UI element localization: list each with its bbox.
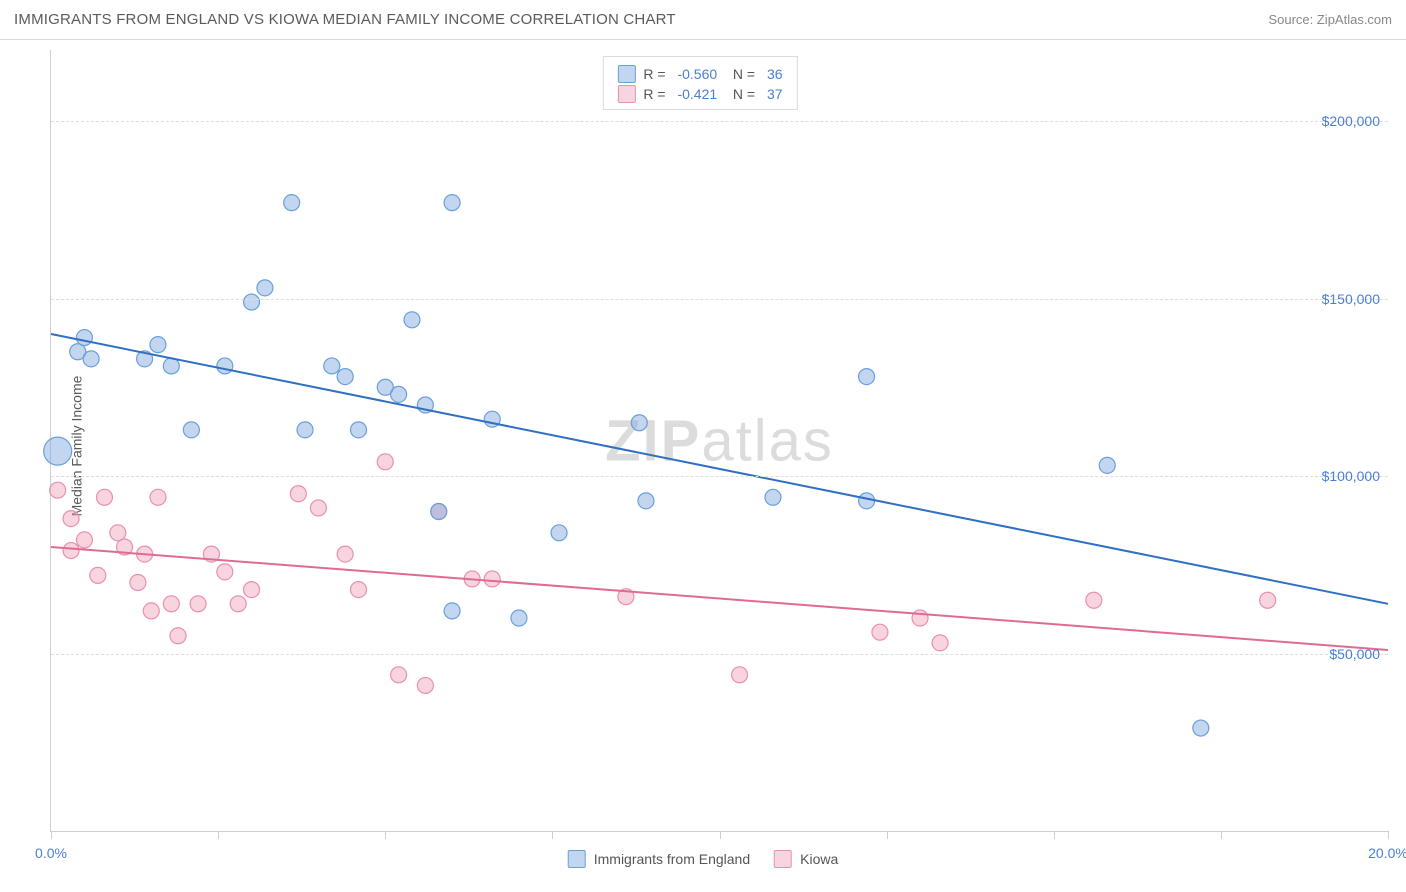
legend-series-name: Kiowa — [800, 851, 838, 867]
scatter-point — [337, 546, 353, 562]
scatter-point — [417, 677, 433, 693]
scatter-point — [1099, 457, 1115, 473]
scatter-point — [912, 610, 928, 626]
scatter-point — [431, 504, 447, 520]
legend-item: Immigrants from England — [568, 850, 750, 868]
plot-svg — [51, 50, 1388, 831]
scatter-point — [44, 437, 72, 465]
scatter-point — [230, 596, 246, 612]
chart-title: IMMIGRANTS FROM ENGLAND VS KIOWA MEDIAN … — [14, 11, 676, 28]
scatter-point — [310, 500, 326, 516]
x-tick-label: 20.0% — [1368, 845, 1406, 861]
scatter-point — [150, 489, 166, 505]
scatter-point — [76, 330, 92, 346]
scatter-point — [83, 351, 99, 367]
scatter-point — [859, 369, 875, 385]
scatter-point — [444, 195, 460, 211]
scatter-point — [297, 422, 313, 438]
scatter-point — [76, 532, 92, 548]
scatter-point — [932, 635, 948, 651]
scatter-point — [351, 582, 367, 598]
scatter-point — [1086, 592, 1102, 608]
legend-swatch-series-1 — [774, 850, 792, 868]
gridline — [51, 121, 1388, 122]
x-tick-label: 0.0% — [35, 845, 67, 861]
scatter-point — [170, 628, 186, 644]
scatter-point — [290, 486, 306, 502]
scatter-point — [217, 358, 233, 374]
scatter-point — [50, 482, 66, 498]
scatter-point — [511, 610, 527, 626]
chart-container: IMMIGRANTS FROM ENGLAND VS KIOWA MEDIAN … — [0, 0, 1406, 892]
x-tick — [1054, 831, 1055, 839]
y-tick-label: $200,000 — [1322, 113, 1380, 129]
scatter-point — [96, 489, 112, 505]
scatter-point — [484, 571, 500, 587]
source-link[interactable]: ZipAtlas.com — [1317, 12, 1392, 27]
scatter-point — [391, 386, 407, 402]
y-tick-label: $50,000 — [1329, 646, 1380, 662]
scatter-point — [324, 358, 340, 374]
scatter-point — [90, 567, 106, 583]
scatter-point — [404, 312, 420, 328]
scatter-point — [63, 511, 79, 527]
gridline — [51, 654, 1388, 655]
scatter-point — [551, 525, 567, 541]
scatter-point — [63, 543, 79, 559]
plot-area: ZIPatlas R = -0.560 N = 36 R = -0.421 N … — [50, 50, 1388, 832]
scatter-point — [337, 369, 353, 385]
x-tick — [51, 831, 52, 839]
scatter-point — [163, 596, 179, 612]
x-tick — [720, 831, 721, 839]
scatter-point — [130, 575, 146, 591]
scatter-point — [1260, 592, 1276, 608]
legend-series-name: Immigrants from England — [594, 851, 750, 867]
scatter-point — [732, 667, 748, 683]
scatter-point — [150, 337, 166, 353]
scatter-point — [284, 195, 300, 211]
scatter-point — [143, 603, 159, 619]
x-tick — [218, 831, 219, 839]
gridline — [51, 299, 1388, 300]
scatter-point — [638, 493, 654, 509]
scatter-point — [190, 596, 206, 612]
source-label: Source: — [1268, 12, 1316, 27]
scatter-point — [1193, 720, 1209, 736]
y-tick-label: $100,000 — [1322, 468, 1380, 484]
scatter-point — [217, 564, 233, 580]
scatter-point — [872, 624, 888, 640]
gridline — [51, 476, 1388, 477]
scatter-point — [444, 603, 460, 619]
scatter-point — [257, 280, 273, 296]
x-tick — [385, 831, 386, 839]
scatter-point — [110, 525, 126, 541]
x-tick — [1388, 831, 1389, 839]
legend-item: Kiowa — [774, 850, 838, 868]
x-tick — [1221, 831, 1222, 839]
chart-source: Source: ZipAtlas.com — [1268, 12, 1392, 27]
y-tick-label: $150,000 — [1322, 291, 1380, 307]
scatter-point — [765, 489, 781, 505]
scatter-point — [377, 454, 393, 470]
scatter-point — [351, 422, 367, 438]
legend-series: Immigrants from England Kiowa — [568, 850, 839, 868]
scatter-point — [859, 493, 875, 509]
scatter-point — [391, 667, 407, 683]
scatter-point — [183, 422, 199, 438]
scatter-point — [244, 582, 260, 598]
scatter-point — [631, 415, 647, 431]
x-tick — [887, 831, 888, 839]
title-bar: IMMIGRANTS FROM ENGLAND VS KIOWA MEDIAN … — [0, 0, 1406, 40]
legend-swatch-series-0 — [568, 850, 586, 868]
x-tick — [552, 831, 553, 839]
scatter-point — [244, 294, 260, 310]
